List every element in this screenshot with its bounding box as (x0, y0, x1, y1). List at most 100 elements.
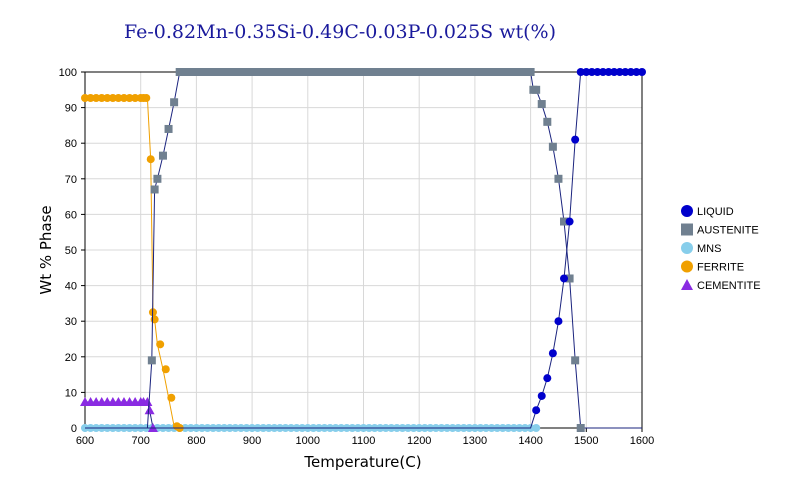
x-tick-label: 800 (187, 435, 205, 447)
gridlines (85, 72, 642, 428)
austenite-point (359, 68, 368, 76)
cementite-point (144, 405, 155, 415)
austenite-point (470, 68, 479, 76)
mns-point (532, 424, 541, 432)
ferrite-point (97, 93, 106, 102)
austenite-point (565, 274, 574, 283)
series-liquid (85, 68, 646, 429)
y-tick-label: 100 (59, 67, 77, 79)
liquid-point (554, 317, 563, 326)
liquid-point (615, 68, 624, 76)
austenite-point (381, 68, 390, 76)
austenite-point (498, 68, 507, 76)
legend-marker-liquid (681, 205, 693, 217)
legend-marker-austenite (681, 223, 693, 236)
liquid-point (621, 68, 630, 76)
austenite-point (259, 68, 268, 76)
liquid-point (560, 274, 569, 283)
ferrite-point (92, 93, 101, 102)
x-tick-label: 1500 (574, 435, 598, 447)
x-tick-label: 1200 (407, 435, 431, 447)
y-tick-label: 70 (65, 174, 77, 186)
austenite-point (482, 68, 491, 76)
austenite-point (415, 68, 424, 76)
x-tick-label: 900 (243, 435, 261, 447)
y-tick-label: 60 (65, 209, 77, 221)
austenite-point (576, 424, 585, 432)
liquid-point (593, 68, 602, 76)
austenite-point (392, 68, 401, 76)
x-axis-label: Temperature(C) (303, 453, 421, 471)
austenite-point (242, 68, 251, 76)
austenite-point (487, 68, 496, 76)
liquid-point (632, 68, 641, 76)
austenite-point (465, 68, 474, 76)
legend: LIQUID AUSTENITE MNS FERRITE CEMENTITE (681, 205, 761, 292)
austenite-point (353, 68, 362, 76)
x-tick-label: 600 (76, 435, 94, 447)
y-tick-label: 50 (65, 245, 77, 257)
austenite-point (270, 68, 279, 76)
y-tick-label: 80 (65, 138, 77, 150)
austenite-point (571, 356, 580, 365)
liquid-point (548, 349, 557, 358)
legend-marker-cementite (681, 279, 693, 290)
austenite-point (560, 217, 569, 226)
ferrite-point (125, 93, 134, 102)
series-ferrite (81, 93, 184, 432)
legend-label-cementite: CEMENTITE (697, 280, 761, 292)
liquid-point (582, 68, 591, 76)
austenite-point (298, 68, 307, 76)
austenite-point (554, 174, 563, 183)
austenite-point (459, 68, 468, 76)
legend-label-mns: MNS (697, 243, 721, 255)
ferrite-point (161, 365, 170, 374)
austenite-point (454, 68, 463, 76)
liquid-point (610, 68, 619, 76)
axis-ticks: 600 700 800 900 1000 1100 1200 1300 1400 1500 1600… (59, 67, 655, 447)
austenite-point (326, 68, 335, 76)
legend-item-austenite: AUSTENITE (681, 223, 759, 237)
liquid-point (532, 406, 541, 415)
y-axis-label: Wt % Phase (37, 205, 55, 294)
ferrite-point (81, 93, 89, 102)
austenite-point (264, 68, 273, 76)
austenite-point (231, 68, 240, 76)
liquid-point (638, 68, 646, 76)
series-layer (80, 68, 646, 432)
austenite-point (404, 68, 413, 76)
austenite-point (150, 185, 159, 194)
austenite-point (309, 68, 318, 76)
austenite-point (158, 151, 167, 160)
legend-item-mns: MNS (681, 242, 721, 255)
austenite-point (548, 142, 557, 151)
x-tick-label: 1600 (630, 435, 654, 447)
legend-marker-mns (681, 242, 693, 254)
x-tick-label: 1100 (352, 435, 376, 447)
x-tick-label: 1400 (518, 435, 542, 447)
austenite-point (287, 68, 296, 76)
austenite-point (320, 68, 329, 76)
austenite-point (225, 68, 234, 76)
cementite-point (142, 397, 153, 407)
ferrite-point (86, 93, 95, 102)
austenite-point (370, 68, 379, 76)
ferrite-point (131, 93, 140, 102)
austenite-point (493, 68, 502, 76)
austenite-point (504, 68, 513, 76)
austenite-point (515, 68, 524, 76)
austenite-point (376, 68, 385, 76)
austenite-point (214, 68, 223, 76)
ferrite-point (142, 93, 151, 102)
austenite-point (426, 68, 435, 76)
legend-label-ferrite: FERRITE (697, 262, 744, 274)
austenite-point (526, 68, 535, 76)
austenite-point (398, 68, 407, 76)
austenite-point (532, 85, 541, 94)
liquid-point (576, 68, 585, 76)
austenite-point (543, 117, 552, 126)
x-tick-label: 1000 (296, 435, 320, 447)
austenite-point (170, 98, 179, 107)
